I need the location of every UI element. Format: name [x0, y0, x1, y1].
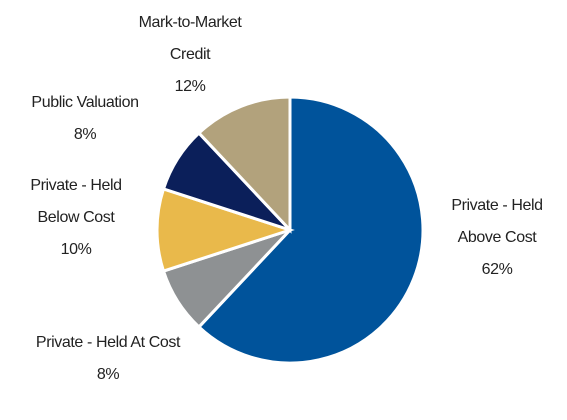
category-label: Private - Held At Cost — [35, 334, 181, 351]
category-label: Mark-to-Market Credit — [138, 14, 242, 63]
value-label: 12% — [174, 78, 206, 95]
slice-label: Private - Held At Cost 8% — [33, 327, 183, 391]
value-label: 8% — [73, 126, 97, 143]
value-label: 8% — [96, 366, 120, 383]
slice-label: Public Valuation 8% — [0, 87, 170, 151]
slice-label: Private - Held Above Cost 62% — [432, 190, 562, 286]
value-label: 62% — [481, 261, 513, 278]
slice-label: Private - Held Below Cost 10% — [11, 170, 141, 266]
slice-label: Mark-to-Market Credit 12% — [125, 7, 255, 103]
pie-slice — [196, 95, 425, 365]
category-label: Public Valuation — [31, 94, 139, 111]
category-label: Private - Held Below Cost — [30, 177, 122, 226]
pie-slice — [155, 187, 295, 273]
category-label: Private - Held Above Cost — [451, 197, 543, 246]
pie-slice — [196, 95, 292, 234]
value-label: 10% — [60, 241, 92, 258]
